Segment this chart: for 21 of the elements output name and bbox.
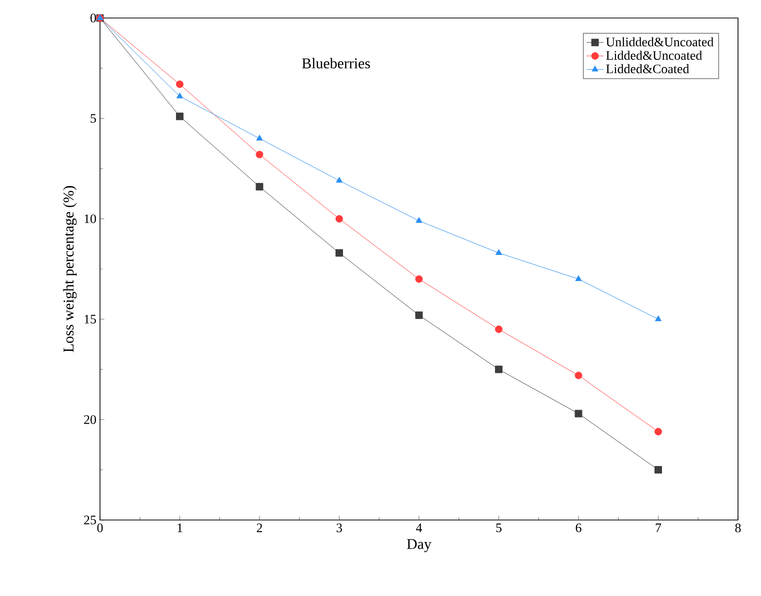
y-axis-title: Loss weight percentage (%) xyxy=(63,186,77,352)
y-tick-label: 20 xyxy=(84,415,96,424)
legend-label: Lidded&Uncoated xyxy=(606,50,702,60)
x-axis-title: Day xyxy=(406,539,432,552)
annotation: Blueberries xyxy=(302,58,370,68)
x-tick-label: 7 xyxy=(656,524,662,532)
x-tick-label: 2 xyxy=(256,524,262,532)
y-tick-label: 25 xyxy=(84,516,96,524)
x-tick-label: 3 xyxy=(336,524,342,532)
y-tick-label: 10 xyxy=(84,214,96,224)
x-tick-label: 0 xyxy=(97,524,103,532)
x-tick-label: 8 xyxy=(735,524,741,532)
y-tick-label: 0 xyxy=(90,14,96,22)
x-tick-label: 1 xyxy=(178,524,182,532)
legend-label: Unlidded&Uncoated xyxy=(606,37,714,46)
x-tick-label: 6 xyxy=(576,524,582,532)
x-tick-label: 5 xyxy=(496,524,502,532)
y-tick-label: 15 xyxy=(84,314,96,324)
y-tick-label: 5 xyxy=(90,114,96,123)
legend-label: Lidded&Coated xyxy=(606,64,690,74)
x-tick-label: 4 xyxy=(416,524,422,532)
